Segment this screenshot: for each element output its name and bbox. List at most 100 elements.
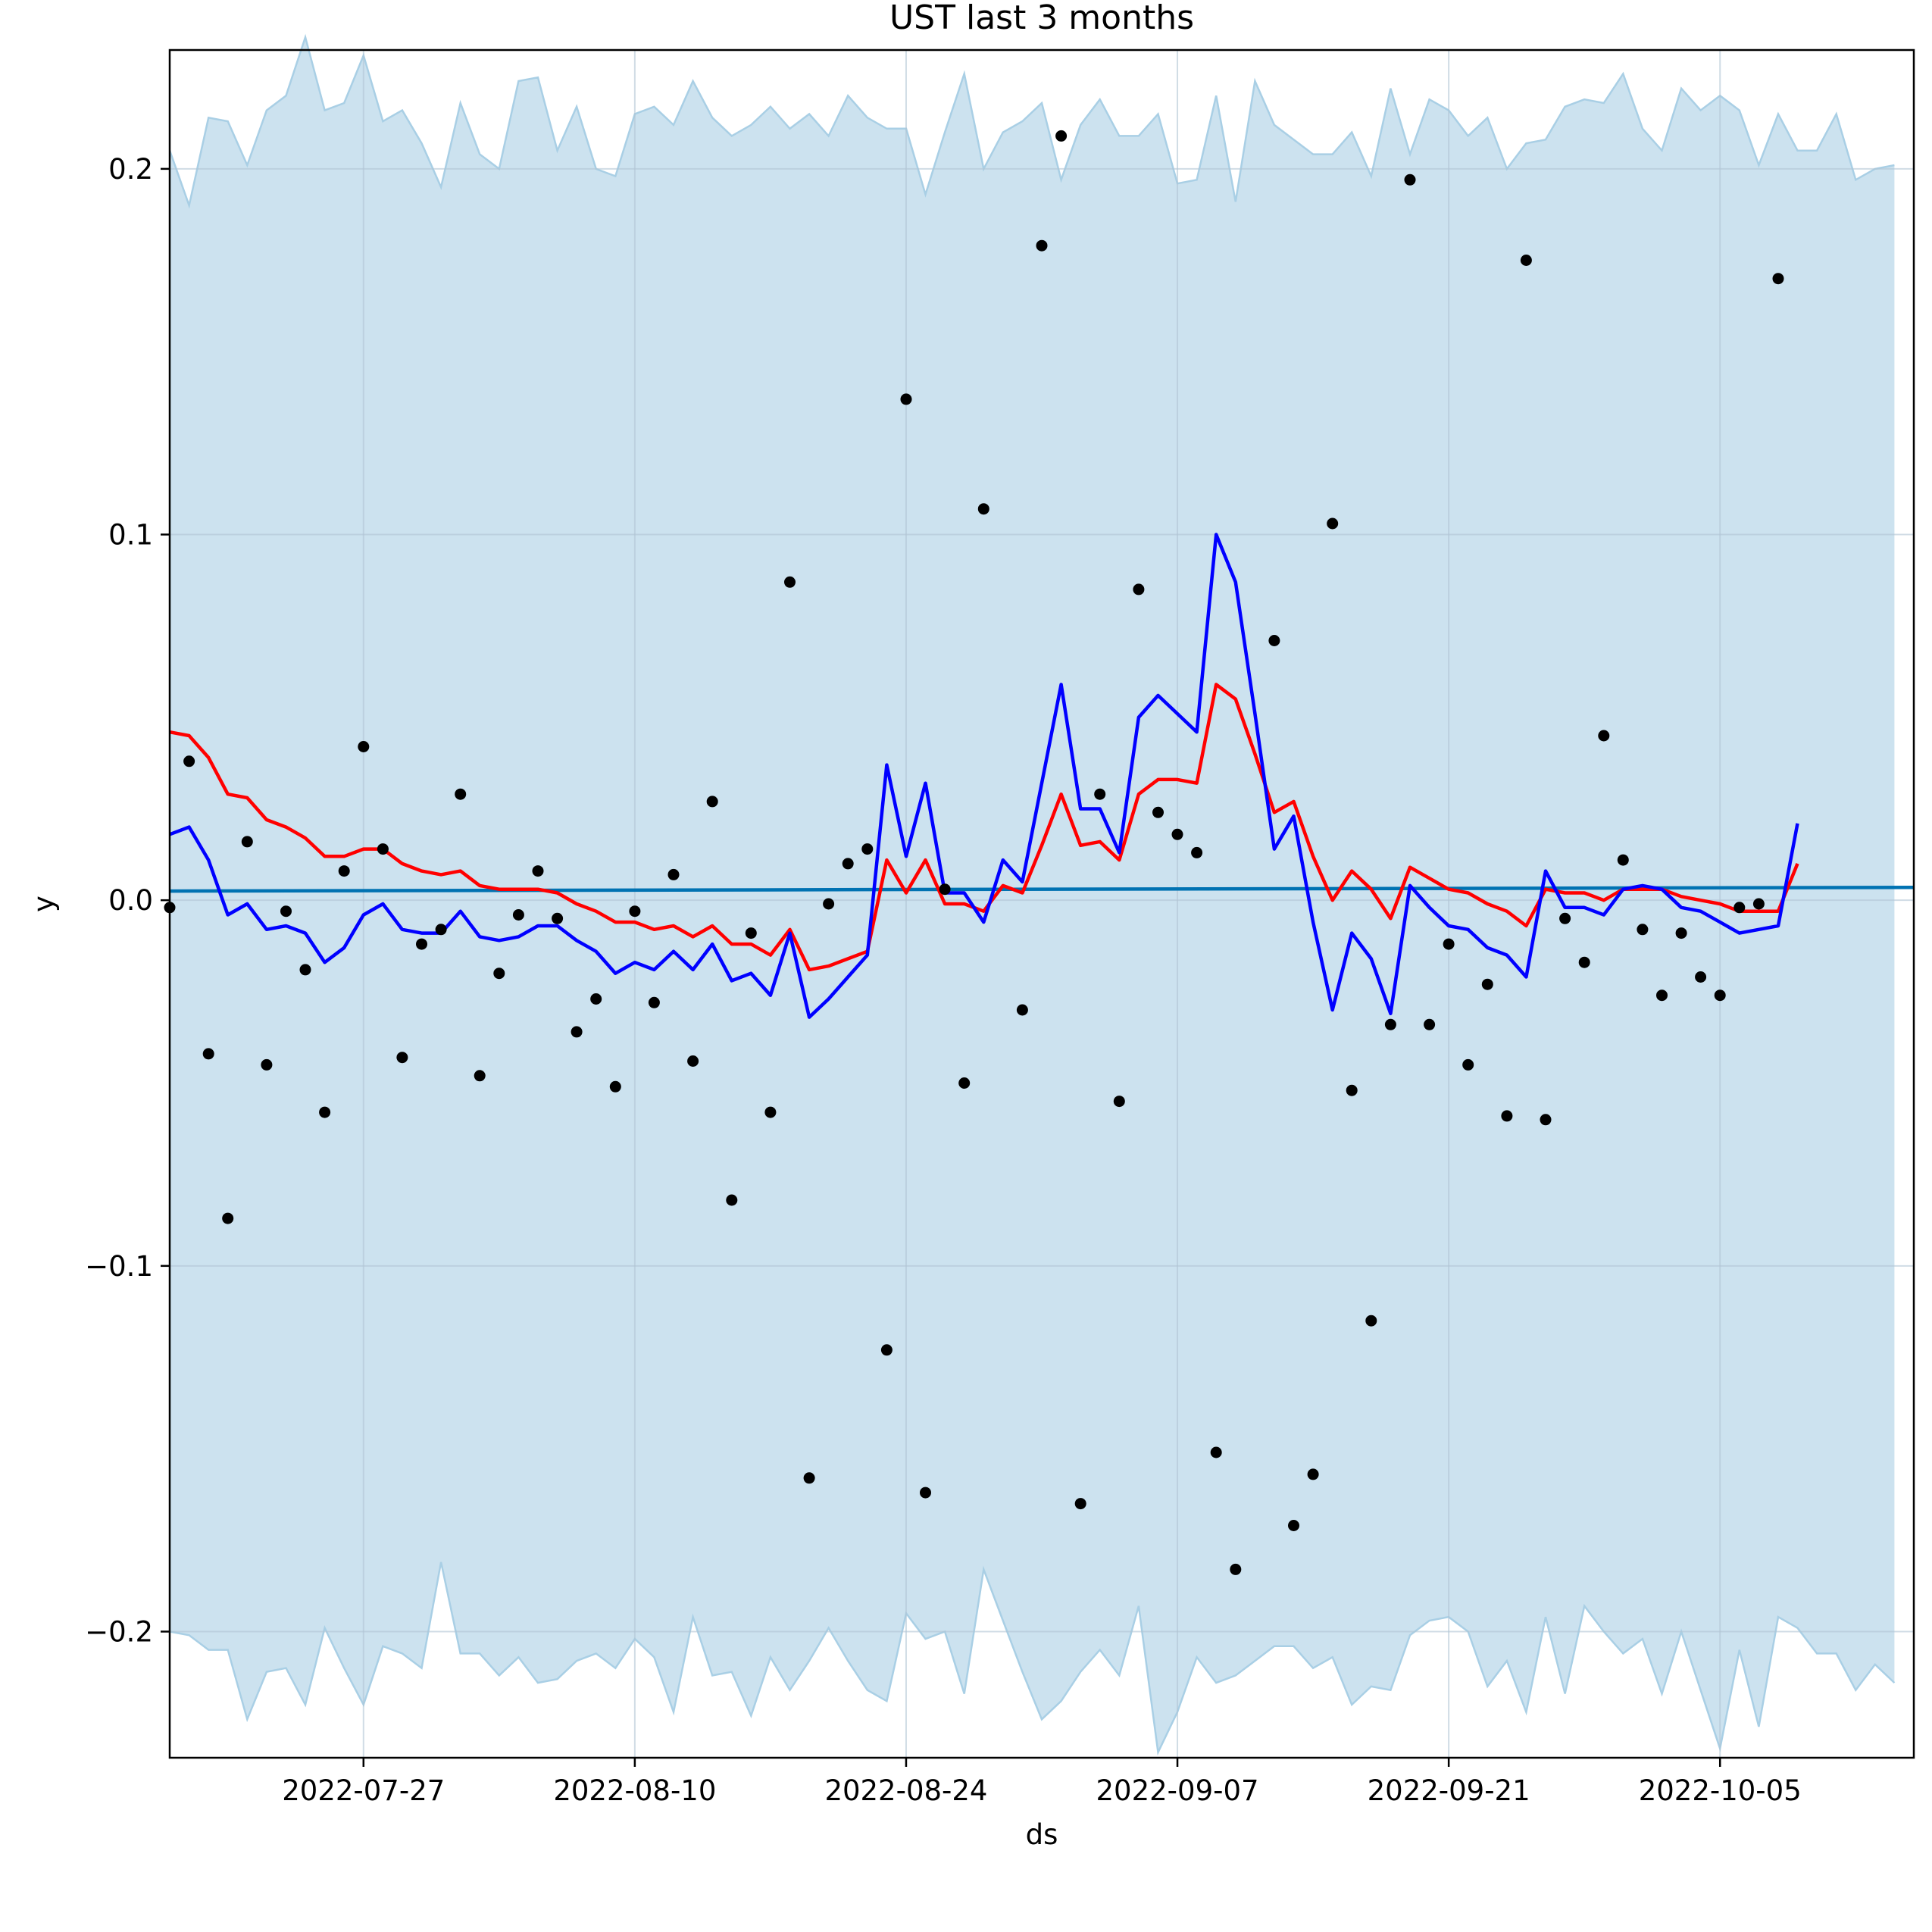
data-point [1384, 1018, 1396, 1030]
data-point [958, 1077, 971, 1089]
data-point [1036, 239, 1048, 252]
data-point [745, 927, 757, 939]
data-point [1424, 1018, 1436, 1030]
data-point [609, 1080, 621, 1093]
data-point [842, 858, 854, 870]
data-point [687, 1055, 699, 1067]
y-tick-label: 0.2 [108, 153, 153, 186]
data-point [1772, 273, 1784, 285]
data-point [1481, 978, 1493, 990]
data-point [1540, 1114, 1552, 1126]
data-point [726, 1194, 738, 1206]
data-point [1559, 912, 1571, 924]
y-axis-label: y [27, 896, 60, 912]
red-series-group [169, 683, 1799, 972]
data-point [493, 968, 505, 980]
data-point [416, 938, 427, 950]
data-point [1752, 898, 1765, 910]
data-point [1094, 788, 1106, 800]
x-axis-label: ds [1026, 1818, 1058, 1851]
data-point [1637, 924, 1649, 936]
data-point [202, 1048, 214, 1060]
data-point [455, 788, 467, 800]
data-point [1268, 635, 1280, 646]
data-point [1598, 730, 1610, 742]
data-point [1617, 854, 1629, 866]
data-point [977, 503, 989, 515]
data-point [435, 924, 447, 936]
data-point [1695, 971, 1707, 983]
data-point [1288, 1520, 1299, 1531]
x-tick-label: 2022-08-10 [553, 1774, 716, 1807]
band-area [170, 37, 1895, 1752]
data-point [1656, 989, 1668, 1002]
plot-frame [168, 48, 1915, 1759]
data-point [1191, 846, 1203, 858]
x-axis: 2022-07-27 2022-08-10 2022-08-24 2022-09-07… [282, 1758, 1802, 1807]
data-point [1113, 1096, 1125, 1108]
data-point [1365, 1315, 1377, 1327]
x-tick-label: 2022-08-24 [824, 1774, 987, 1807]
data-point [532, 865, 544, 877]
data-point [319, 1106, 331, 1118]
data-point [183, 755, 195, 767]
x-tick-label: 2022-07-27 [282, 1774, 445, 1807]
data-point [377, 843, 389, 855]
chart-title: UST last 3 months [889, 0, 1194, 37]
data-point [803, 1472, 815, 1484]
data-point [1714, 989, 1726, 1002]
data-point [920, 1487, 931, 1499]
data-point [1016, 1004, 1028, 1016]
data-point [1074, 1498, 1086, 1510]
data-point [764, 1106, 777, 1118]
band-lower-edge [169, 1562, 1896, 1756]
data-point [299, 964, 311, 976]
data-point [261, 1058, 273, 1071]
data-point [1346, 1084, 1358, 1096]
data-point [1675, 927, 1687, 939]
x-tick-label: 2022-09-21 [1368, 1774, 1530, 1807]
uncertainty-band [168, 33, 1896, 1756]
data-point [823, 898, 835, 910]
y-tick-label: −0.2 [85, 1615, 153, 1648]
plot-area [164, 33, 1915, 1759]
data-point [939, 883, 951, 896]
y-tick-label: 0.1 [108, 519, 153, 552]
data-point [784, 576, 796, 588]
data-point [474, 1070, 486, 1082]
observations [164, 130, 1784, 1575]
data-point [706, 796, 718, 808]
data-point [571, 1026, 583, 1038]
data-point [338, 865, 350, 877]
data-point [900, 393, 912, 405]
data-point [590, 993, 602, 1005]
y-tick-label: −0.1 [85, 1250, 153, 1283]
data-point [241, 836, 253, 848]
data-point [552, 912, 564, 924]
y-tick-label: 0.0 [108, 884, 153, 917]
data-point [648, 996, 660, 1008]
data-point [667, 868, 680, 880]
x-tick-label: 2022-10-05 [1639, 1774, 1802, 1807]
data-point [1307, 1468, 1319, 1480]
y-axis: 0.2 0.1 0.0 −0.1 −0.2 [85, 153, 170, 1648]
data-point [1327, 517, 1339, 530]
data-point [1733, 902, 1746, 914]
data-point [1443, 938, 1455, 950]
data-point [629, 905, 641, 918]
band-upper-edge [168, 33, 1895, 209]
data-point [861, 843, 874, 855]
data-point [880, 1344, 893, 1356]
x-tick-label: 2022-09-07 [1096, 1774, 1259, 1807]
data-point [1171, 828, 1183, 840]
data-point [1578, 956, 1590, 968]
data-point [1152, 806, 1164, 818]
data-point [396, 1052, 408, 1064]
data-point [1210, 1446, 1222, 1458]
data-point [1501, 1110, 1513, 1122]
data-point [358, 741, 370, 752]
data-point [1404, 174, 1416, 186]
data-point [512, 909, 524, 921]
data-point [280, 905, 292, 918]
